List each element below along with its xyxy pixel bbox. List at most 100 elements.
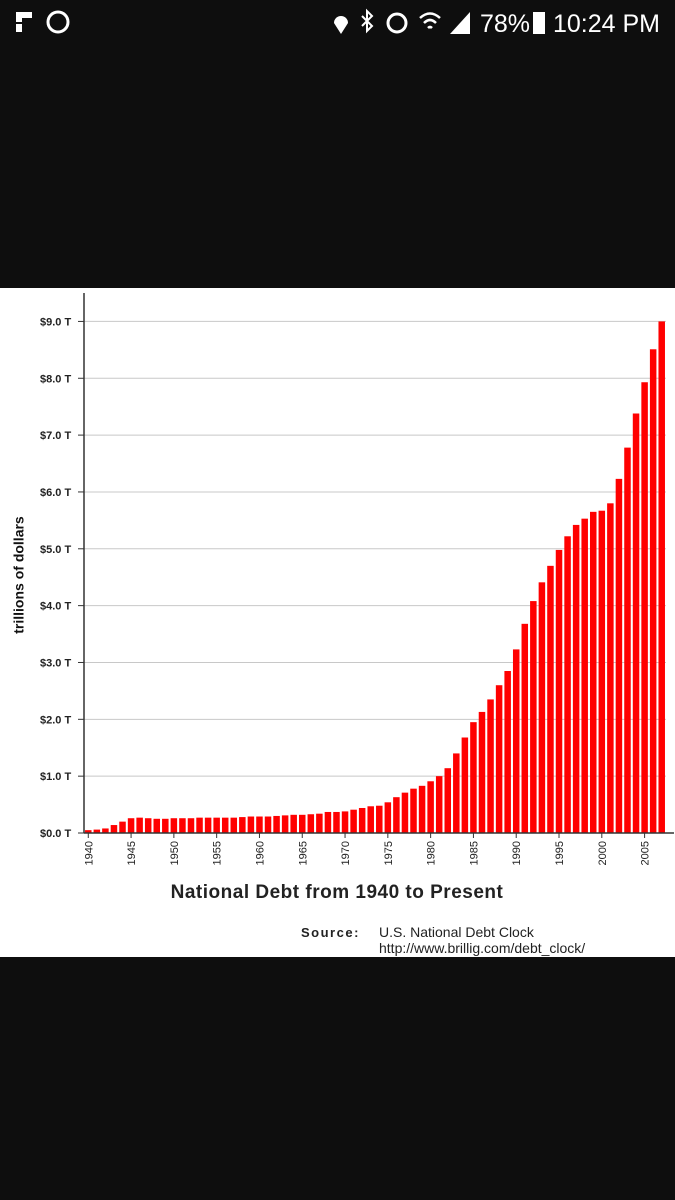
- y-tick-label: $0.0 T: [40, 828, 71, 840]
- bar: [187, 818, 195, 833]
- source-url: http://www.brillig.com/debt_clock/: [379, 940, 585, 956]
- y-axis-label: trillions of dollars: [11, 516, 27, 634]
- bar: [427, 781, 434, 833]
- x-tick-label: 1950: [169, 841, 181, 865]
- bar: [119, 821, 126, 833]
- x-tick-label: 1990: [511, 841, 523, 865]
- source-name: U.S. National Debt Clock: [379, 924, 535, 940]
- bar: [581, 518, 588, 833]
- bar: [179, 818, 186, 833]
- x-tick-label: 2000: [597, 841, 609, 865]
- alarm-icon: [386, 12, 408, 34]
- y-tick-label: $5.0 T: [40, 544, 71, 556]
- bar: [136, 817, 143, 833]
- bar: [495, 685, 503, 833]
- bar: [333, 811, 340, 833]
- bar: [196, 817, 203, 833]
- bar: [547, 565, 554, 833]
- bar: [204, 817, 212, 833]
- app-icon: [16, 12, 32, 32]
- bar: [564, 536, 571, 833]
- bar: [521, 623, 529, 833]
- bar: [512, 649, 520, 833]
- y-tick-label: $4.0 T: [40, 601, 71, 613]
- bar: [589, 511, 597, 833]
- bar: [624, 447, 631, 833]
- bar: [239, 817, 246, 833]
- x-tick-label: 1960: [254, 841, 266, 865]
- y-tick-label: $3.0 T: [40, 657, 71, 669]
- y-tick-label: $1.0 T: [40, 771, 71, 783]
- battery-level: 78%: [480, 10, 530, 38]
- y-tick-label: $7.0 T: [40, 430, 71, 442]
- bar: [324, 811, 332, 833]
- bar: [435, 776, 443, 833]
- sync-icon: [46, 10, 70, 34]
- x-tick-label: 1995: [554, 841, 566, 865]
- x-tick-label: 1980: [426, 841, 438, 865]
- bar: [358, 807, 366, 833]
- bar: [478, 711, 486, 833]
- bar: [376, 805, 383, 833]
- bar: [470, 722, 477, 833]
- x-tick-label: 1985: [468, 841, 480, 865]
- x-tick-label: 1945: [126, 841, 138, 865]
- bar: [162, 818, 169, 833]
- x-tick-label: 1970: [340, 841, 352, 865]
- bar: [298, 814, 306, 833]
- clock: 10:24 PM: [553, 10, 660, 38]
- y-tick-label: $6.0 T: [40, 487, 71, 499]
- bar: [127, 818, 135, 833]
- bar: [144, 818, 152, 833]
- bar: [418, 785, 426, 833]
- bar: [504, 671, 511, 833]
- image-area: [0, 288, 675, 957]
- bar: [273, 815, 280, 833]
- bar: [538, 582, 546, 833]
- bar: [461, 737, 469, 833]
- bar: [453, 753, 460, 833]
- bar: [444, 768, 452, 833]
- x-tick-label: 2005: [640, 841, 652, 865]
- bar: [384, 802, 392, 833]
- bar: [615, 478, 623, 833]
- bar: [102, 828, 109, 833]
- x-tick-label: 1975: [383, 841, 395, 865]
- battery-icon: [533, 12, 545, 34]
- bar: [230, 817, 238, 833]
- chart-title: National Debt from 1940 to Present: [171, 882, 504, 903]
- bar: [316, 813, 323, 833]
- y-tick-label: $8.0 T: [40, 373, 71, 385]
- bar: [410, 788, 417, 833]
- bar: [350, 809, 357, 833]
- x-tick-label: 1955: [212, 841, 224, 865]
- x-tick-label: 1940: [83, 841, 95, 865]
- bar: [649, 349, 657, 833]
- bar: [401, 792, 409, 833]
- bar: [307, 814, 315, 833]
- y-tick-label: $9.0 T: [40, 316, 71, 328]
- bar: [393, 797, 400, 833]
- bar: [290, 814, 297, 833]
- bar: [264, 816, 272, 833]
- bluetooth-icon: [361, 8, 374, 34]
- bar: [632, 413, 640, 833]
- bar: [607, 503, 614, 833]
- x-tick-label: 1965: [297, 841, 309, 865]
- bar: [598, 510, 606, 833]
- bar: [153, 818, 161, 833]
- plot: $0.0 T $1.0 T $2.0 T $3.0 T $4.0 T $5.0 T $6.0…: [40, 293, 674, 865]
- source-label: Source:: [301, 925, 360, 940]
- bar: [110, 825, 118, 833]
- bar: [213, 817, 220, 833]
- bar: [555, 549, 563, 833]
- bar: [341, 811, 349, 833]
- bar: [85, 830, 92, 833]
- bar: [367, 806, 374, 833]
- signal-icon: [450, 12, 470, 34]
- location-icon: [334, 16, 348, 34]
- bar: [487, 699, 494, 833]
- status-icons: [16, 8, 545, 34]
- bar: [572, 524, 580, 833]
